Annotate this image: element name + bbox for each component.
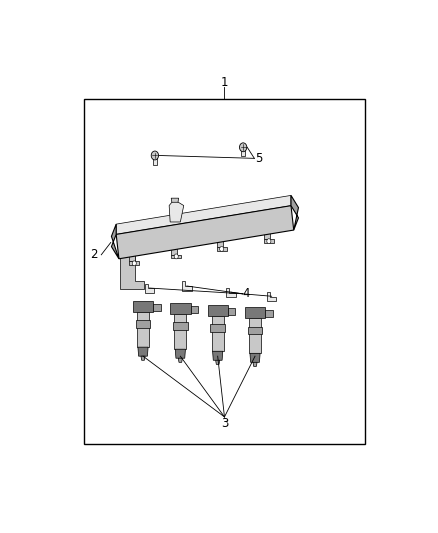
Text: 3: 3 (221, 417, 228, 430)
Polygon shape (267, 292, 276, 301)
Polygon shape (120, 256, 145, 289)
Polygon shape (135, 320, 151, 328)
Polygon shape (212, 351, 223, 360)
Polygon shape (264, 228, 270, 239)
Circle shape (174, 254, 178, 259)
Circle shape (219, 246, 224, 252)
Polygon shape (153, 156, 157, 165)
Polygon shape (216, 236, 223, 247)
Polygon shape (178, 358, 182, 362)
Text: 4: 4 (243, 287, 250, 300)
Polygon shape (141, 356, 145, 360)
Polygon shape (291, 196, 298, 230)
Polygon shape (264, 239, 274, 243)
Polygon shape (253, 362, 257, 366)
Polygon shape (174, 314, 187, 349)
Polygon shape (175, 349, 185, 358)
Polygon shape (129, 251, 135, 262)
Circle shape (240, 143, 247, 152)
Polygon shape (226, 288, 236, 297)
Polygon shape (171, 198, 179, 202)
Polygon shape (245, 307, 265, 318)
Polygon shape (191, 306, 198, 312)
Circle shape (267, 239, 271, 244)
Circle shape (151, 151, 159, 160)
Polygon shape (137, 312, 149, 347)
Text: 1: 1 (221, 76, 228, 89)
Text: 5: 5 (255, 152, 262, 165)
Polygon shape (129, 262, 139, 265)
Circle shape (132, 261, 136, 266)
Polygon shape (247, 327, 262, 334)
Polygon shape (228, 308, 235, 314)
Polygon shape (111, 224, 119, 259)
Polygon shape (171, 244, 177, 255)
Polygon shape (241, 147, 245, 156)
Polygon shape (153, 304, 161, 311)
Text: 2: 2 (90, 248, 98, 261)
Polygon shape (171, 255, 181, 259)
Polygon shape (170, 303, 191, 314)
Polygon shape (265, 310, 273, 317)
Polygon shape (216, 247, 227, 251)
Bar (84, 99, 365, 443)
Polygon shape (182, 281, 191, 290)
Polygon shape (210, 325, 225, 332)
Polygon shape (116, 206, 294, 259)
Polygon shape (208, 305, 228, 317)
Polygon shape (249, 318, 261, 353)
Polygon shape (145, 284, 154, 293)
Polygon shape (215, 360, 220, 365)
Polygon shape (250, 353, 260, 362)
Polygon shape (133, 301, 153, 312)
Polygon shape (116, 196, 291, 235)
Polygon shape (138, 347, 148, 356)
Polygon shape (173, 322, 188, 330)
Polygon shape (169, 201, 184, 222)
Polygon shape (212, 317, 224, 351)
